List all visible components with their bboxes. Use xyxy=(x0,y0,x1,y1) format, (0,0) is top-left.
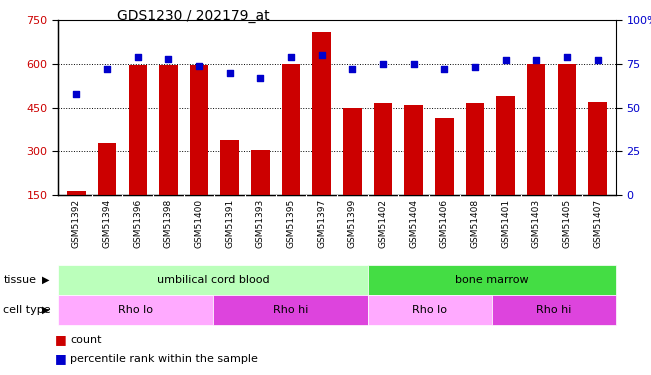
Point xyxy=(439,66,450,72)
Point xyxy=(592,57,603,63)
Point xyxy=(133,54,143,60)
Bar xyxy=(465,103,484,195)
Bar xyxy=(159,65,178,195)
Text: count: count xyxy=(70,335,102,345)
Text: GSM51392: GSM51392 xyxy=(72,198,81,248)
Point xyxy=(102,66,112,72)
Point xyxy=(531,57,542,63)
Bar xyxy=(497,96,515,195)
Text: GSM51396: GSM51396 xyxy=(133,198,142,248)
Text: cell type: cell type xyxy=(3,305,51,315)
Point xyxy=(347,66,357,72)
Bar xyxy=(128,65,147,195)
Text: GSM51400: GSM51400 xyxy=(195,198,204,248)
Bar xyxy=(282,64,300,195)
Text: GSM51398: GSM51398 xyxy=(164,198,173,248)
Point xyxy=(255,75,266,81)
Bar xyxy=(558,64,576,195)
Text: percentile rank within the sample: percentile rank within the sample xyxy=(70,354,258,364)
Bar xyxy=(312,32,331,195)
Text: ▶: ▶ xyxy=(42,305,50,315)
Text: tissue: tissue xyxy=(3,275,36,285)
Point xyxy=(163,56,174,62)
Text: GSM51391: GSM51391 xyxy=(225,198,234,248)
Text: ■: ■ xyxy=(55,333,67,346)
Text: ■: ■ xyxy=(55,352,67,365)
Text: GSM51395: GSM51395 xyxy=(286,198,296,248)
Text: GSM51394: GSM51394 xyxy=(103,198,111,248)
Text: Rho lo: Rho lo xyxy=(118,305,153,315)
Point xyxy=(194,63,204,69)
Text: GSM51407: GSM51407 xyxy=(593,198,602,248)
Point xyxy=(470,64,480,70)
Text: umbilical cord blood: umbilical cord blood xyxy=(157,275,270,285)
Point xyxy=(71,90,81,96)
Point xyxy=(316,52,327,58)
Text: Rho hi: Rho hi xyxy=(536,305,572,315)
Text: GSM51404: GSM51404 xyxy=(409,198,418,248)
Bar xyxy=(343,108,361,195)
Text: GDS1230 / 202179_at: GDS1230 / 202179_at xyxy=(117,9,270,23)
Text: GSM51405: GSM51405 xyxy=(562,198,572,248)
Bar xyxy=(251,150,270,195)
Text: Rho lo: Rho lo xyxy=(413,305,447,315)
Bar xyxy=(435,118,454,195)
Bar xyxy=(98,142,117,195)
Text: ▶: ▶ xyxy=(42,275,50,285)
Text: GSM51406: GSM51406 xyxy=(440,198,449,248)
Text: bone marrow: bone marrow xyxy=(455,275,529,285)
Text: GSM51399: GSM51399 xyxy=(348,198,357,248)
Text: GSM51401: GSM51401 xyxy=(501,198,510,248)
Text: Rho hi: Rho hi xyxy=(273,305,308,315)
Text: GSM51393: GSM51393 xyxy=(256,198,265,248)
Point xyxy=(378,61,388,67)
Bar xyxy=(221,140,239,195)
Point xyxy=(408,61,419,67)
Bar xyxy=(404,105,423,195)
Text: GSM51403: GSM51403 xyxy=(532,198,541,248)
Bar xyxy=(67,191,85,195)
Point xyxy=(562,54,572,60)
Text: GSM51402: GSM51402 xyxy=(378,198,387,248)
Bar xyxy=(190,65,208,195)
Text: GSM51397: GSM51397 xyxy=(317,198,326,248)
Text: GSM51408: GSM51408 xyxy=(471,198,480,248)
Bar xyxy=(527,64,546,195)
Point xyxy=(225,69,235,75)
Bar xyxy=(374,103,392,195)
Point xyxy=(286,54,296,60)
Bar xyxy=(589,102,607,195)
Point xyxy=(501,57,511,63)
